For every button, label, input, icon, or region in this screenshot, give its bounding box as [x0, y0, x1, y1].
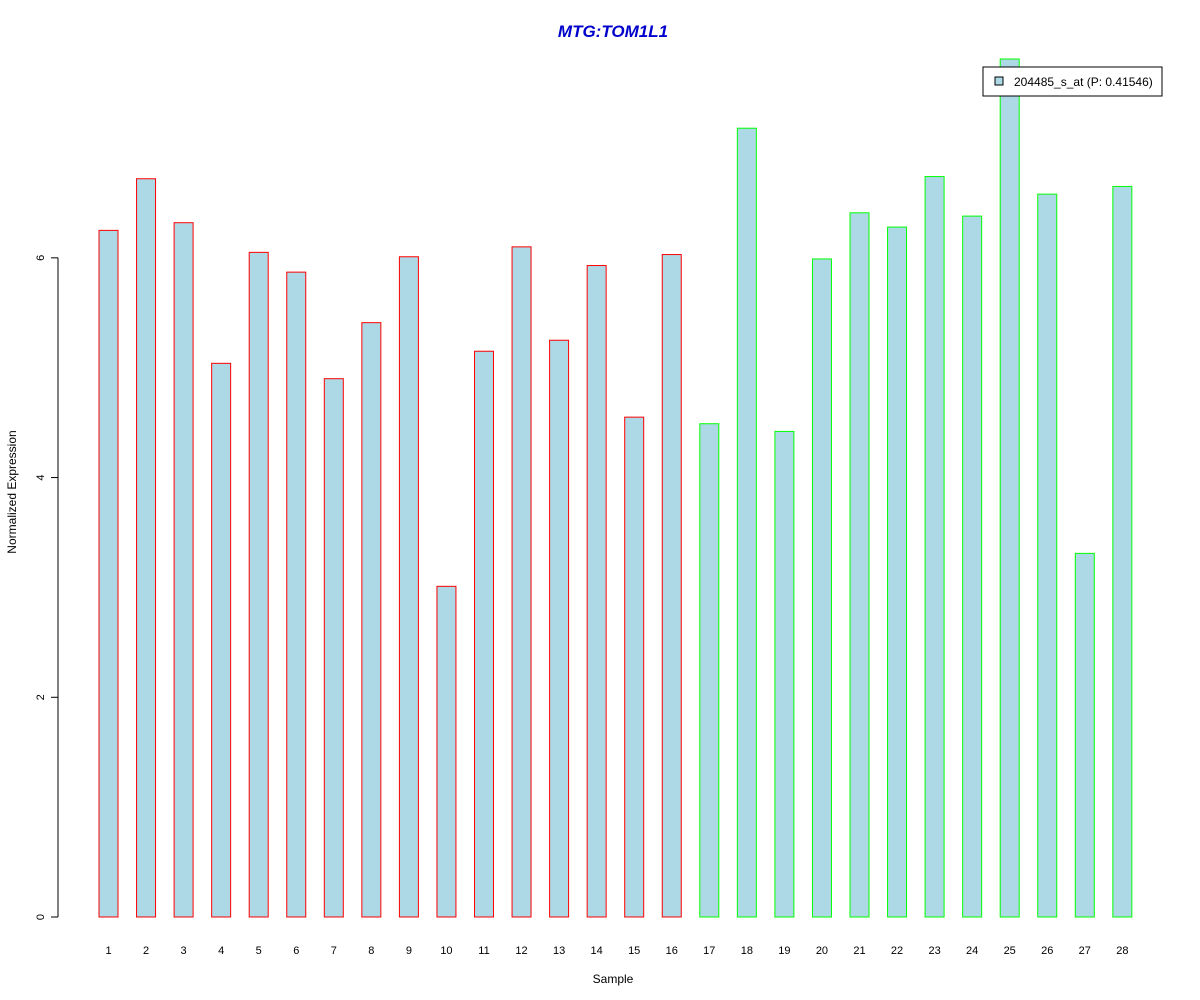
bar-sample-25 — [999, 58, 1020, 918]
bar-sample-19 — [774, 430, 795, 918]
bar-sample-6 — [286, 271, 307, 918]
y-tick-label: 0 — [35, 914, 47, 920]
legend-swatch — [994, 76, 1004, 86]
legend-label: 204485_s_at (P: 0.41546) — [1014, 75, 1153, 89]
legend: 204485_s_at (P: 0.41546) — [982, 66, 1163, 97]
x-tick-label: 21 — [853, 945, 865, 957]
y-axis-label: Normalized Expression — [5, 430, 19, 553]
x-tick-label: 23 — [928, 945, 940, 957]
bar-sample-3 — [173, 222, 194, 918]
x-tick-label: 6 — [293, 945, 299, 957]
x-tick-label: 7 — [331, 945, 337, 957]
x-tick-label: 10 — [440, 945, 452, 957]
bar-sample-20 — [811, 258, 832, 918]
bar-sample-23 — [924, 176, 945, 918]
x-tick-label: 1 — [105, 945, 111, 957]
bar-sample-27 — [1074, 552, 1095, 918]
bar-sample-7 — [323, 378, 344, 918]
bar-sample-13 — [549, 339, 570, 918]
x-tick-label: 15 — [628, 945, 640, 957]
x-tick-label: 4 — [218, 945, 224, 957]
bar-sample-14 — [586, 265, 607, 918]
x-tick-label: 12 — [515, 945, 527, 957]
x-tick-label: 16 — [666, 945, 678, 957]
bar-sample-15 — [624, 416, 645, 918]
x-tick-label: 13 — [553, 945, 565, 957]
bar-sample-9 — [398, 256, 419, 918]
bar-sample-4 — [211, 362, 232, 918]
bar-sample-26 — [1037, 193, 1058, 918]
y-tick-label: 2 — [35, 694, 47, 700]
bar-sample-10 — [436, 585, 457, 918]
x-tick-label: 14 — [591, 945, 603, 957]
bar-sample-24 — [962, 215, 983, 918]
x-axis-label: Sample — [593, 972, 634, 986]
bar-sample-2 — [136, 178, 157, 918]
legend-box — [982, 66, 1163, 97]
chart-title: MTG:TOM1L1 — [558, 22, 668, 41]
bar-sample-17 — [699, 423, 720, 918]
bar-sample-16 — [661, 254, 682, 918]
x-tick-label: 28 — [1116, 945, 1128, 957]
bar-sample-22 — [887, 226, 908, 918]
bar-sample-1 — [98, 229, 119, 918]
bar-sample-28 — [1112, 185, 1133, 918]
x-tick-label: 22 — [891, 945, 903, 957]
x-tick-label: 25 — [1004, 945, 1016, 957]
x-tick-label: 3 — [181, 945, 187, 957]
x-tick-label: 20 — [816, 945, 828, 957]
x-tick-label: 11 — [478, 945, 489, 957]
x-tick-label: 27 — [1079, 945, 1091, 957]
x-tick-label: 5 — [256, 945, 262, 957]
x-tick-label: 19 — [778, 945, 790, 957]
x-tick-label: 17 — [703, 945, 715, 957]
y-axis: 0 2 4 6 — [35, 255, 59, 920]
bar-sample-12 — [511, 246, 532, 918]
x-tick-label: 2 — [143, 945, 149, 957]
x-tick-label: 26 — [1041, 945, 1053, 957]
bar-sample-18 — [736, 127, 757, 918]
x-tick-label: 24 — [966, 945, 978, 957]
bar-sample-8 — [361, 322, 382, 918]
bars — [98, 58, 1133, 918]
bar-sample-11 — [474, 350, 494, 918]
x-tick-label: 18 — [741, 945, 753, 957]
x-tick-label: 9 — [406, 945, 412, 957]
x-tick-label: 8 — [368, 945, 374, 957]
x-tick-labels: 1 2 3 4 5 6 7 8 9 10 11 12 13 14 15 16 17 18 19 20 21 22 23 24 2… — [105, 945, 1128, 957]
y-tick-label: 4 — [35, 475, 47, 481]
bar-sample-21 — [849, 212, 870, 918]
y-tick-label: 6 — [35, 255, 47, 261]
bar-sample-5 — [248, 251, 269, 918]
